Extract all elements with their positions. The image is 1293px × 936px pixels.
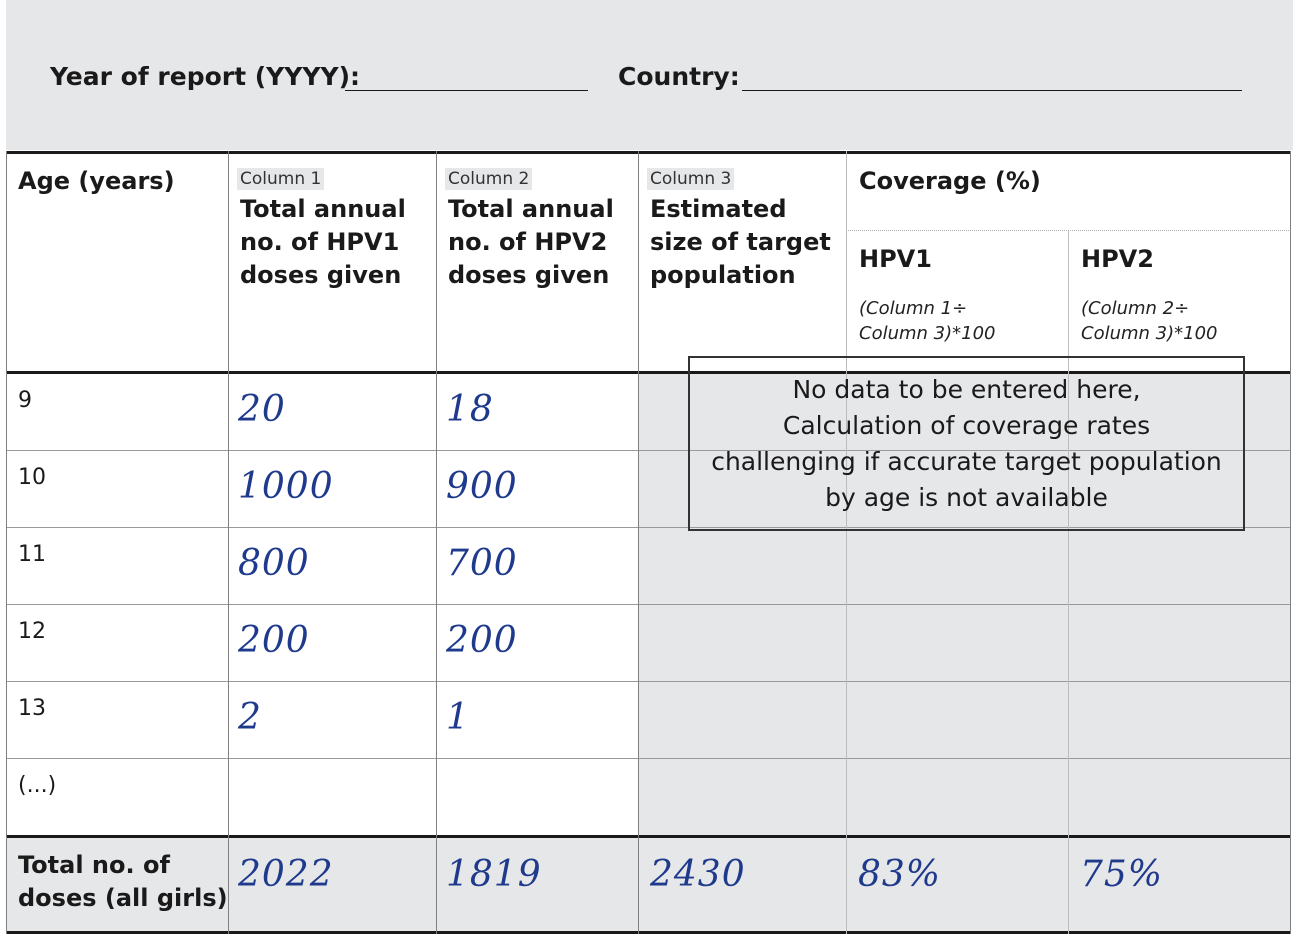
hpv2-formula: (Column 2÷ Column 3)*100	[1081, 296, 1218, 346]
hpv1-dose-value[interactable]: 200	[238, 620, 310, 661]
coverage-table: Age (years) Column 1 Total annual no. of…	[6, 151, 1291, 934]
column1-header: Total annual no. of HPV1 doses given	[240, 193, 406, 292]
header-bottom-border	[6, 371, 1291, 374]
age-column-header: Age (years)	[18, 167, 175, 195]
column-divider	[6, 151, 7, 934]
note-line: Calculation of coverage rates	[782, 410, 1151, 440]
target-population-value[interactable]: 2430	[650, 854, 746, 895]
note-line: No data to be entered here,	[792, 374, 1141, 404]
age-cell: 11	[18, 542, 46, 567]
no-data-note: No data to be entered here, Calculation …	[688, 356, 1245, 531]
hpv2-dose-value[interactable]: 700	[446, 543, 518, 584]
header-line: Total annual	[240, 195, 406, 223]
row-divider	[6, 604, 1291, 605]
coverage-header: Coverage (%)	[859, 167, 1041, 195]
formula-line: (Column 1÷	[859, 298, 968, 319]
year-field[interactable]	[345, 90, 588, 91]
total-hpv1-value[interactable]: 2022	[238, 854, 334, 895]
column3-header: Estimated size of target population	[650, 193, 831, 292]
column-divider	[1068, 230, 1069, 934]
totals-label: Total no. of doses (all girls)	[18, 849, 228, 915]
hpv1-dose-value[interactable]: 20	[238, 389, 286, 430]
hpv2-dose-value[interactable]: 900	[446, 466, 518, 507]
formula-line: Column 3)*100	[859, 323, 996, 344]
totals-label-line: Total no. of	[18, 851, 170, 879]
column-divider	[436, 151, 437, 934]
age-cell: 10	[18, 465, 46, 490]
report-header: Year of report (YYYY): Country:	[6, 0, 1293, 150]
year-label: Year of report (YYYY):	[50, 62, 361, 91]
hpv1-dose-value[interactable]: 2	[238, 697, 262, 738]
header-line: size of target	[650, 228, 831, 256]
hpv1-dose-value[interactable]: 1000	[238, 466, 334, 507]
header-line: no. of HPV1	[240, 228, 400, 256]
note-line: by age is not available	[825, 482, 1108, 512]
formula-line: (Column 2÷	[1081, 298, 1190, 319]
coverage-hpv2-value[interactable]: 75%	[1080, 854, 1164, 895]
hpv1-dose-value[interactable]: 800	[238, 543, 310, 584]
hpv2-coverage-header: HPV2	[1081, 245, 1154, 273]
row-divider	[6, 450, 1291, 451]
formula-line: Column 3)*100	[1081, 323, 1218, 344]
table-bottom-border	[6, 931, 1291, 934]
hpv2-dose-value[interactable]: 18	[446, 389, 494, 430]
row-divider	[6, 527, 1291, 528]
header-line: population	[650, 261, 796, 289]
row-divider	[6, 758, 1291, 759]
column2-header: Total annual no. of HPV2 doses given	[448, 193, 614, 292]
table-top-border	[6, 151, 1291, 154]
column-divider	[638, 151, 639, 934]
totals-row	[6, 837, 1291, 933]
column-divider	[846, 151, 847, 934]
column-divider	[228, 151, 229, 934]
header-line: no. of HPV2	[448, 228, 608, 256]
hpv1-formula: (Column 1÷ Column 3)*100	[859, 296, 996, 346]
header-line: Estimated	[650, 195, 787, 223]
totals-label-line: doses (all girls)	[18, 884, 228, 912]
coverage-hpv1-value[interactable]: 83%	[858, 854, 942, 895]
hpv2-dose-value[interactable]: 200	[446, 620, 518, 661]
country-field[interactable]	[742, 90, 1242, 91]
column3-tag: Column 3	[647, 168, 735, 190]
totals-top-border	[6, 835, 1291, 838]
column-divider	[1290, 151, 1291, 934]
row-divider	[6, 681, 1291, 682]
age-cell: 9	[18, 388, 32, 413]
country-label: Country:	[618, 62, 740, 91]
header-line: doses given	[240, 261, 402, 289]
note-line: challenging if accurate target populatio…	[711, 446, 1222, 476]
total-hpv2-value[interactable]: 1819	[446, 854, 542, 895]
hpv2-dose-value[interactable]: 1	[446, 697, 470, 738]
age-cell: 13	[18, 696, 46, 721]
column2-tag: Column 2	[445, 168, 533, 190]
hpv1-coverage-header: HPV1	[859, 245, 932, 273]
header-line: Total annual	[448, 195, 614, 223]
column1-tag: Column 1	[237, 168, 325, 190]
age-cell: 12	[18, 619, 46, 644]
header-line: doses given	[448, 261, 610, 289]
age-cell: (...)	[18, 773, 57, 798]
